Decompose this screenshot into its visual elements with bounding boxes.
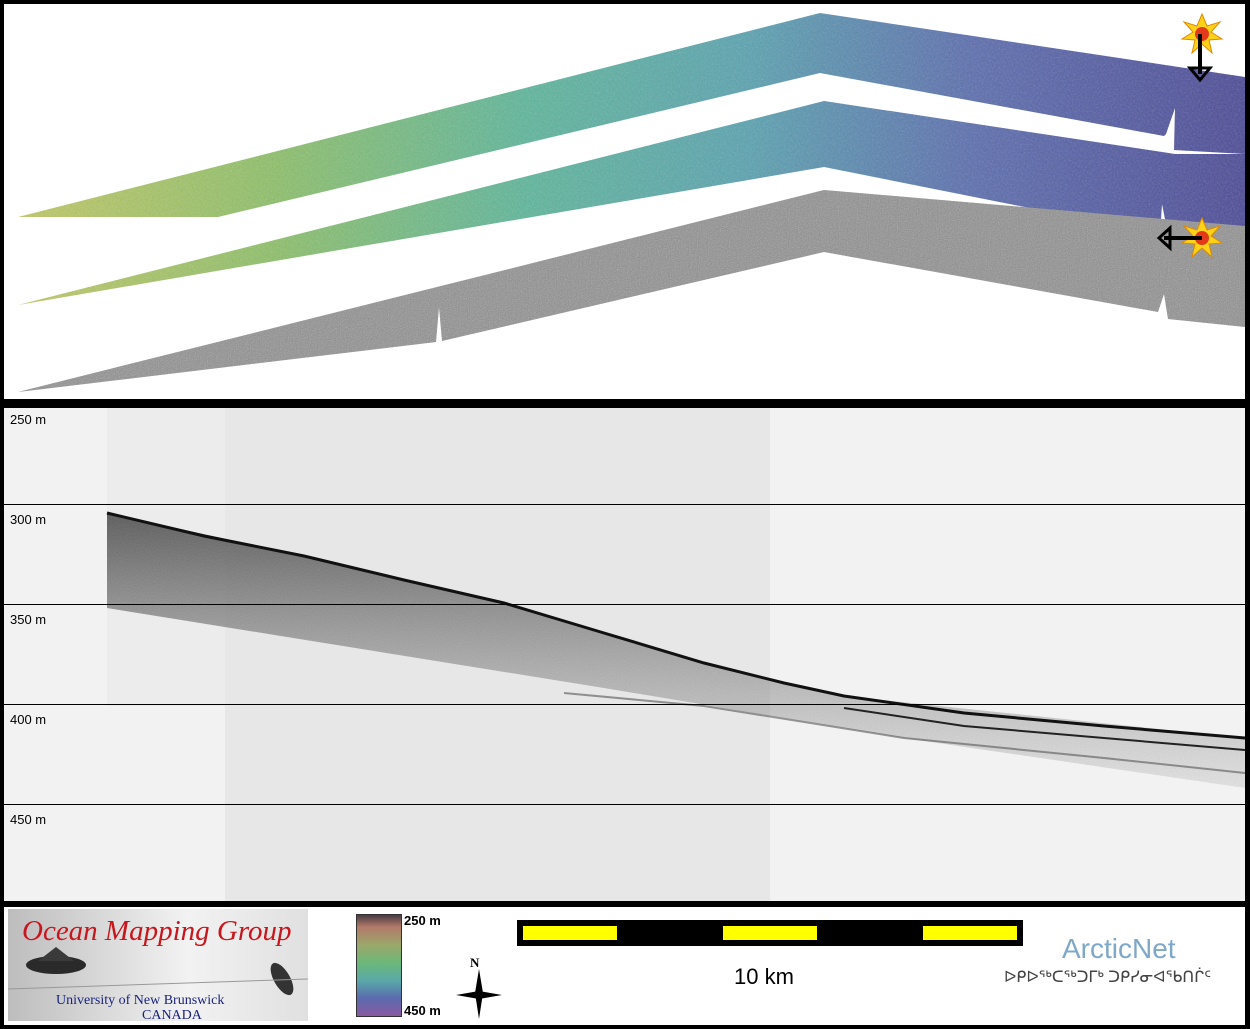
scale-segment <box>723 926 817 940</box>
north-arrow-icon <box>456 969 502 1019</box>
omg-title: Ocean Mapping Group <box>22 915 292 947</box>
depth-label-400: 400 m <box>10 712 47 727</box>
scale-bar <box>517 920 1023 946</box>
omg-country: CANADA <box>142 1008 202 1023</box>
arcticnet-logo: ArcticNet <box>1062 933 1176 964</box>
depth-label-450: 450 m <box>10 812 47 827</box>
arrow-left-icon <box>1156 224 1202 252</box>
omg-university: University of New Brunswick <box>56 993 225 1008</box>
swath-map <box>18 12 1245 392</box>
depth-gridline-350 <box>4 604 1245 605</box>
colorbar-bottom-label: 450 m <box>404 1003 441 1018</box>
swath-map-panel <box>4 4 1245 399</box>
omg-seafloor-graphic <box>8 947 308 996</box>
arrow-down-icon <box>1186 34 1214 83</box>
north-label: N <box>470 955 480 970</box>
seabed-reflector <box>106 511 1245 740</box>
omg-logo: Ocean Mapping Group University of New Br… <box>8 909 308 1023</box>
depth-colorbar <box>356 914 402 1017</box>
colorbar-top-label: 250 m <box>404 913 441 928</box>
depth-label-350: 350 m <box>10 612 47 627</box>
subbottom-profile <box>106 511 1245 788</box>
subbottom-profile-panel: 250 m 300 m 350 m 400 m 450 m <box>4 408 1245 901</box>
scale-segment <box>523 926 617 940</box>
depth-gridline-400 <box>4 704 1245 705</box>
depth-label-300: 300 m <box>10 512 47 527</box>
depth-gridline-300 <box>4 504 1245 505</box>
legend-footer: Ocean Mapping Group University of New Br… <box>4 907 1245 1025</box>
deep-reflector <box>563 692 1245 774</box>
depth-label-250: 250 m <box>10 412 47 427</box>
scale-segment <box>923 926 1017 940</box>
arcticnet-syllabics: ᐅᑭᐅᖅᑕᖅᑐᒥᒃ ᑐᑭᓯᓂᐊᖃᑎᒌᑦ <box>1004 969 1212 986</box>
sub-reflector <box>843 707 1245 751</box>
scale-label: 10 km <box>734 964 794 989</box>
depth-gridline-450 <box>4 804 1245 805</box>
